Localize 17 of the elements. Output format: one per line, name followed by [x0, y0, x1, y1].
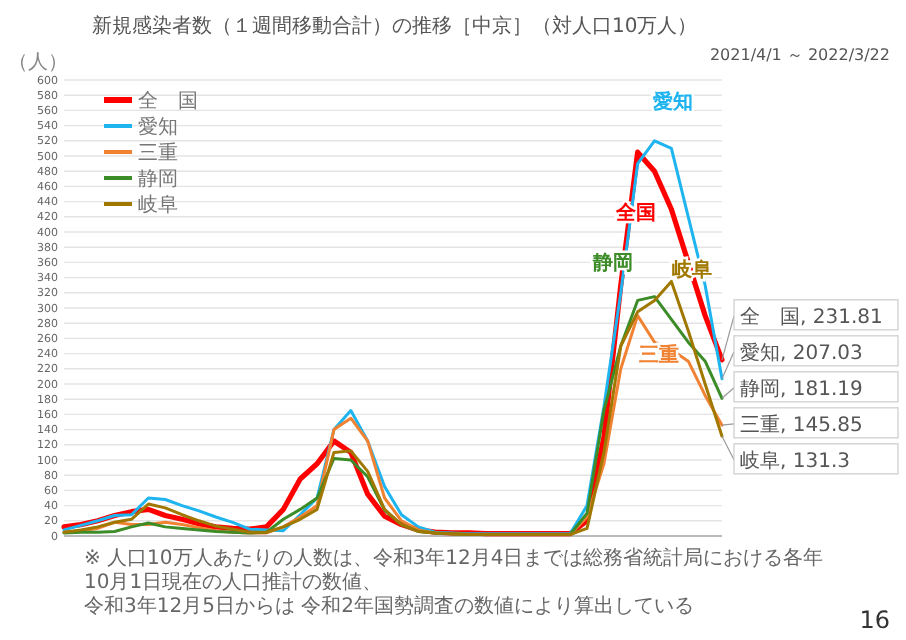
data-label: 愛知, 207.03 — [740, 340, 863, 365]
data-label: 三重, 145.85 — [740, 412, 863, 437]
text: ※ 人口10万人あたりの人数は、令和3年12月4日までは総務省統計局における各年10月1日現在の人口推計の数値、 — [84, 546, 824, 594]
text: 16 — [859, 606, 890, 634]
legend-label: 全 国 — [138, 89, 198, 113]
legend-label: 静岡 — [138, 167, 178, 191]
data-label: 岐阜, 131.3 — [740, 448, 850, 473]
y-axis-title: （人） — [8, 52, 68, 74]
chart-title: 新規感染者数（１週間移動合計）の推移［中京］（対人口10万人） — [92, 14, 698, 38]
legend-label: 岐阜 — [138, 193, 178, 217]
text: 2021/4/1 ～ 2022/3/22 — [709, 46, 890, 64]
text: 令和3年12月5日からは 令和2年国勢調査の数値により算出している — [84, 594, 694, 618]
annotation: 愛知 — [652, 89, 693, 114]
data-label: 全 国, 231.81 — [740, 304, 883, 329]
legend-label: 愛知 — [138, 115, 178, 139]
data-label: 静岡, 181.19 — [740, 376, 863, 401]
legend-label: 三重 — [138, 141, 178, 165]
